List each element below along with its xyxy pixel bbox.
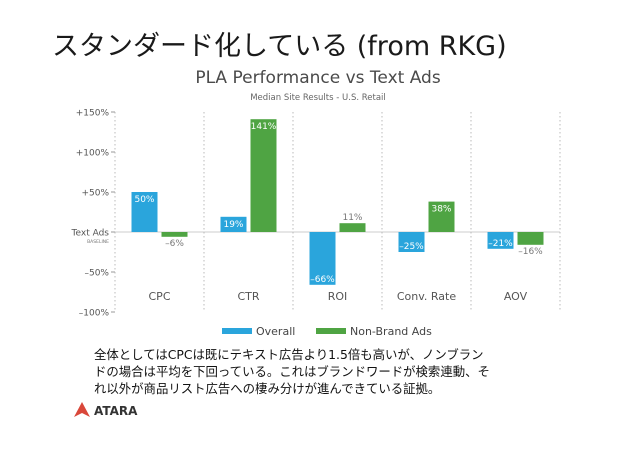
legend-swatch-non-brand [316, 328, 346, 334]
data-label: 141% [251, 122, 277, 132]
bar-overall [131, 192, 158, 232]
bar-non-brand [428, 201, 455, 232]
category-label: Conv. Rate [397, 290, 456, 303]
chart-title: PLA Performance vs Text Ads [195, 68, 441, 88]
logo-text: ATARA [94, 404, 138, 418]
data-label: –6% [165, 239, 184, 249]
logo-mark-icon [74, 402, 90, 417]
data-label: –21% [488, 239, 513, 249]
data-label: 19% [223, 220, 243, 230]
bar-overall [220, 216, 247, 232]
bar-non-brand [339, 223, 366, 232]
bar-overall [398, 232, 425, 252]
caption-line: れ以外が商品リスト広告への棲み分けが進んできている証拠。 [94, 381, 441, 396]
bar-overall [487, 232, 514, 249]
atara-logo: ATARA [74, 402, 138, 418]
bar-non-brand [161, 232, 188, 237]
y-tick-label: –50% [84, 269, 109, 279]
data-label: 38% [431, 205, 451, 215]
y-tick-label: Text Ads [71, 229, 110, 239]
chart-subtitle: Median Site Results - U.S. Retail [250, 93, 386, 103]
category-label: AOV [504, 290, 528, 303]
data-label: –66% [310, 275, 335, 285]
bar-non-brand [517, 232, 544, 245]
data-label: 11% [342, 213, 362, 223]
bar-overall [309, 232, 336, 285]
y-tick-label: +100% [76, 149, 110, 159]
legend-label-non-brand: Non-Brand Ads [350, 325, 432, 338]
caption: 全体としてはCPCは既にテキスト広告より1.5倍も高いが、ノンブラン ドの場合は… [94, 346, 594, 397]
caption-line: 全体としてはCPCは既にテキスト広告より1.5倍も高いが、ノンブラン [94, 347, 484, 362]
plot-area: +150% +100% +50% Text Ads –50% –100% BASELINE 5… [71, 109, 561, 319]
data-label: –25% [399, 242, 424, 252]
category-label: CTR [237, 290, 259, 303]
category-label: ROI [328, 290, 348, 303]
y-tick-label: +150% [76, 109, 110, 119]
data-label: 50% [134, 195, 154, 205]
y-tick-label: –100% [79, 309, 110, 319]
legend-swatch-overall [222, 328, 252, 334]
data-label: –16% [518, 247, 543, 257]
legend-label-overall: Overall [256, 325, 295, 338]
bar-non-brand [250, 119, 277, 232]
y-tick-label: +50% [81, 189, 109, 199]
category-label: CPC [149, 290, 171, 303]
chart-legend: Overall Non-Brand Ads [222, 325, 432, 338]
slide-title: スタンダード化している (from RKG) [52, 31, 507, 62]
caption-line: ドの場合は平均を下回っている。これはブランドワードが検索連動、そ [94, 364, 490, 379]
baseline-sublabel: BASELINE [87, 239, 109, 245]
